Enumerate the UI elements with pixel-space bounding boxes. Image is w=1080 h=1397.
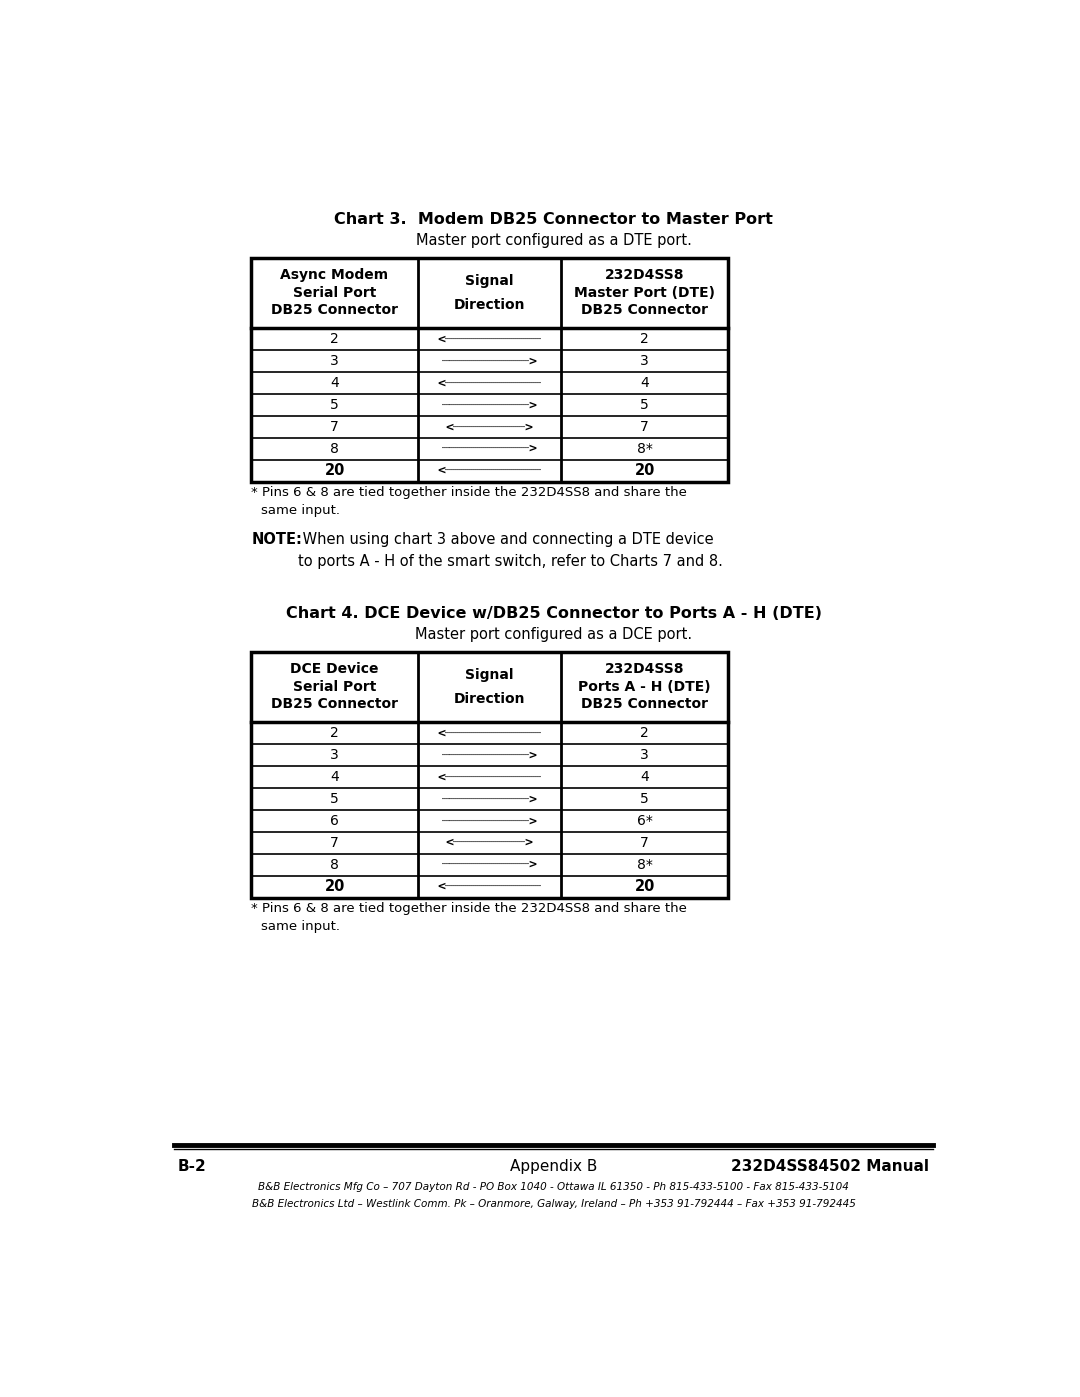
- Text: 2: 2: [640, 332, 649, 346]
- Text: Master Port (DTE): Master Port (DTE): [575, 286, 715, 300]
- Text: Master port configured as a DCE port.: Master port configured as a DCE port.: [415, 627, 692, 643]
- Text: DB25 Connector: DB25 Connector: [581, 303, 708, 317]
- Text: ┈┈┈┈┈┈┈┈┈┈┈>: ┈┈┈┈┈┈┈┈┈┈┈>: [442, 814, 538, 827]
- Text: * Pins 6 & 8 are tied together inside the 232D4SS8 and share the: * Pins 6 & 8 are tied together inside th…: [252, 486, 687, 499]
- Text: 2: 2: [640, 726, 649, 740]
- Text: 5: 5: [330, 398, 339, 412]
- Text: Direction: Direction: [454, 692, 525, 705]
- Text: 7: 7: [640, 419, 649, 433]
- Text: B&B Electronics Mfg Co – 707 Dayton Rd - PO Box 1040 - Ottawa IL 61350 - Ph 815-: B&B Electronics Mfg Co – 707 Dayton Rd -…: [258, 1182, 849, 1192]
- Text: 4: 4: [330, 770, 339, 784]
- Text: 3: 3: [640, 353, 649, 367]
- Bar: [252, 652, 728, 897]
- Text: NOTE:: NOTE:: [252, 532, 302, 548]
- Text: <┈┈┈┈┈┈┈┈┈>: <┈┈┈┈┈┈┈┈┈>: [446, 837, 534, 849]
- Text: <┈┈┈┈┈┈┈┈┈>: <┈┈┈┈┈┈┈┈┈>: [446, 420, 534, 433]
- Text: 8*: 8*: [636, 441, 652, 455]
- Text: DB25 Connector: DB25 Connector: [271, 697, 399, 711]
- Text: <┈┈┈┈┈┈┈┈┈┈┈┈: <┈┈┈┈┈┈┈┈┈┈┈┈: [437, 464, 541, 478]
- Text: 8: 8: [330, 441, 339, 455]
- Text: 232D4SS84502 Manual: 232D4SS84502 Manual: [731, 1158, 930, 1173]
- Text: 7: 7: [330, 419, 339, 433]
- Text: 20: 20: [634, 879, 654, 894]
- Text: DB25 Connector: DB25 Connector: [581, 697, 708, 711]
- Text: 3: 3: [330, 353, 339, 367]
- Text: Serial Port: Serial Port: [293, 286, 376, 300]
- Text: 5: 5: [330, 792, 339, 806]
- Text: 8: 8: [330, 858, 339, 872]
- Text: 2: 2: [330, 332, 339, 346]
- Text: 7: 7: [640, 835, 649, 849]
- Text: 4: 4: [640, 770, 649, 784]
- Text: Ports A - H (DTE): Ports A - H (DTE): [578, 680, 711, 694]
- Text: 8*: 8*: [636, 858, 652, 872]
- Text: <┈┈┈┈┈┈┈┈┈┈┈┈: <┈┈┈┈┈┈┈┈┈┈┈┈: [437, 376, 541, 390]
- Text: 2: 2: [330, 726, 339, 740]
- Text: Async Modem: Async Modem: [281, 268, 389, 282]
- Text: Serial Port: Serial Port: [293, 680, 376, 694]
- Text: 5: 5: [640, 792, 649, 806]
- Text: Master port configured as a DTE port.: Master port configured as a DTE port.: [416, 233, 691, 249]
- Text: 4: 4: [330, 376, 339, 390]
- Text: Appendix B: Appendix B: [510, 1158, 597, 1173]
- Text: <┈┈┈┈┈┈┈┈┈┈┈┈: <┈┈┈┈┈┈┈┈┈┈┈┈: [437, 770, 541, 784]
- Text: to ports A - H of the smart switch, refer to Charts 7 and 8.: to ports A - H of the smart switch, refe…: [298, 553, 723, 569]
- Text: 20: 20: [324, 879, 345, 894]
- Text: Chart 3.  Modem DB25 Connector to Master Port: Chart 3. Modem DB25 Connector to Master …: [334, 212, 773, 226]
- Text: 3: 3: [330, 747, 339, 761]
- Text: 7: 7: [330, 835, 339, 849]
- Text: ┈┈┈┈┈┈┈┈┈┈┈>: ┈┈┈┈┈┈┈┈┈┈┈>: [442, 398, 538, 411]
- Text: 3: 3: [640, 747, 649, 761]
- Text: B&B Electronics Ltd – Westlink Comm. Pk – Oranmore, Galway, Ireland – Ph +353 91: B&B Electronics Ltd – Westlink Comm. Pk …: [252, 1199, 855, 1208]
- Text: ┈┈┈┈┈┈┈┈┈┈┈>: ┈┈┈┈┈┈┈┈┈┈┈>: [442, 443, 538, 455]
- Bar: [252, 257, 728, 482]
- Text: 5: 5: [640, 398, 649, 412]
- Text: <┈┈┈┈┈┈┈┈┈┈┈┈: <┈┈┈┈┈┈┈┈┈┈┈┈: [437, 726, 541, 739]
- Text: 4: 4: [640, 376, 649, 390]
- Text: <┈┈┈┈┈┈┈┈┈┈┈┈: <┈┈┈┈┈┈┈┈┈┈┈┈: [437, 332, 541, 345]
- Text: B-2: B-2: [177, 1158, 206, 1173]
- Text: 6: 6: [330, 813, 339, 827]
- Text: Signal: Signal: [465, 668, 514, 682]
- Text: ┈┈┈┈┈┈┈┈┈┈┈>: ┈┈┈┈┈┈┈┈┈┈┈>: [442, 858, 538, 872]
- Text: <┈┈┈┈┈┈┈┈┈┈┈┈: <┈┈┈┈┈┈┈┈┈┈┈┈: [437, 880, 541, 893]
- Text: ┈┈┈┈┈┈┈┈┈┈┈>: ┈┈┈┈┈┈┈┈┈┈┈>: [442, 749, 538, 761]
- Text: ┈┈┈┈┈┈┈┈┈┈┈>: ┈┈┈┈┈┈┈┈┈┈┈>: [442, 792, 538, 805]
- Text: Chart 4. DCE Device w/DB25 Connector to Ports A - H (DTE): Chart 4. DCE Device w/DB25 Connector to …: [285, 606, 822, 620]
- Text: When using chart 3 above and connecting a DTE device: When using chart 3 above and connecting …: [298, 532, 714, 548]
- Text: same input.: same input.: [260, 921, 339, 933]
- Text: 232D4SS8: 232D4SS8: [605, 662, 685, 676]
- Text: 6*: 6*: [636, 813, 652, 827]
- Text: ┈┈┈┈┈┈┈┈┈┈┈>: ┈┈┈┈┈┈┈┈┈┈┈>: [442, 355, 538, 367]
- Text: 20: 20: [324, 462, 345, 478]
- Text: Signal: Signal: [465, 274, 514, 288]
- Text: 232D4SS8: 232D4SS8: [605, 268, 685, 282]
- Text: * Pins 6 & 8 are tied together inside the 232D4SS8 and share the: * Pins 6 & 8 are tied together inside th…: [252, 902, 687, 915]
- Text: 20: 20: [634, 462, 654, 478]
- Text: DB25 Connector: DB25 Connector: [271, 303, 399, 317]
- Text: DCE Device: DCE Device: [291, 662, 379, 676]
- Text: same input.: same input.: [260, 504, 339, 517]
- Text: Direction: Direction: [454, 298, 525, 312]
